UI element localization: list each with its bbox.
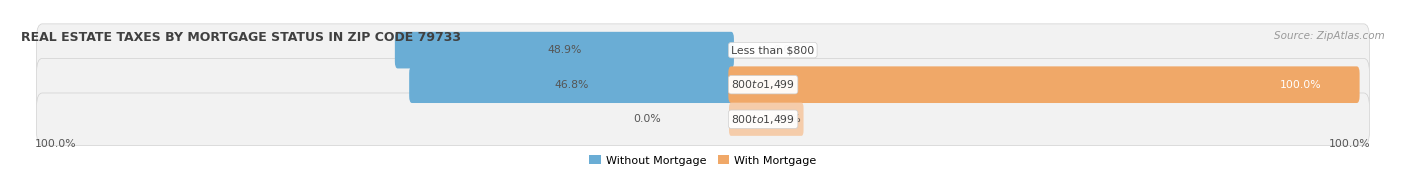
Text: 100.0%: 100.0% xyxy=(1329,139,1371,149)
FancyBboxPatch shape xyxy=(730,103,804,136)
FancyBboxPatch shape xyxy=(409,66,734,103)
Text: 100.0%: 100.0% xyxy=(35,139,77,149)
Text: $800 to $1,499: $800 to $1,499 xyxy=(731,78,796,91)
Text: 100.0%: 100.0% xyxy=(1279,80,1322,90)
FancyBboxPatch shape xyxy=(37,24,1369,76)
FancyBboxPatch shape xyxy=(728,66,1360,103)
Text: 46.8%: 46.8% xyxy=(554,80,589,90)
FancyBboxPatch shape xyxy=(395,32,734,68)
Text: 0.0%: 0.0% xyxy=(633,114,661,124)
Legend: Without Mortgage, With Mortgage: Without Mortgage, With Mortgage xyxy=(589,155,817,166)
Text: REAL ESTATE TAXES BY MORTGAGE STATUS IN ZIP CODE 79733: REAL ESTATE TAXES BY MORTGAGE STATUS IN … xyxy=(21,31,461,44)
Text: 0.0%: 0.0% xyxy=(773,45,801,55)
FancyBboxPatch shape xyxy=(37,58,1369,111)
Text: 48.9%: 48.9% xyxy=(547,45,582,55)
Text: Less than $800: Less than $800 xyxy=(731,45,814,55)
Text: 0.0%: 0.0% xyxy=(773,114,801,124)
Text: $800 to $1,499: $800 to $1,499 xyxy=(731,113,796,126)
Text: Source: ZipAtlas.com: Source: ZipAtlas.com xyxy=(1274,31,1385,41)
FancyBboxPatch shape xyxy=(37,93,1369,145)
